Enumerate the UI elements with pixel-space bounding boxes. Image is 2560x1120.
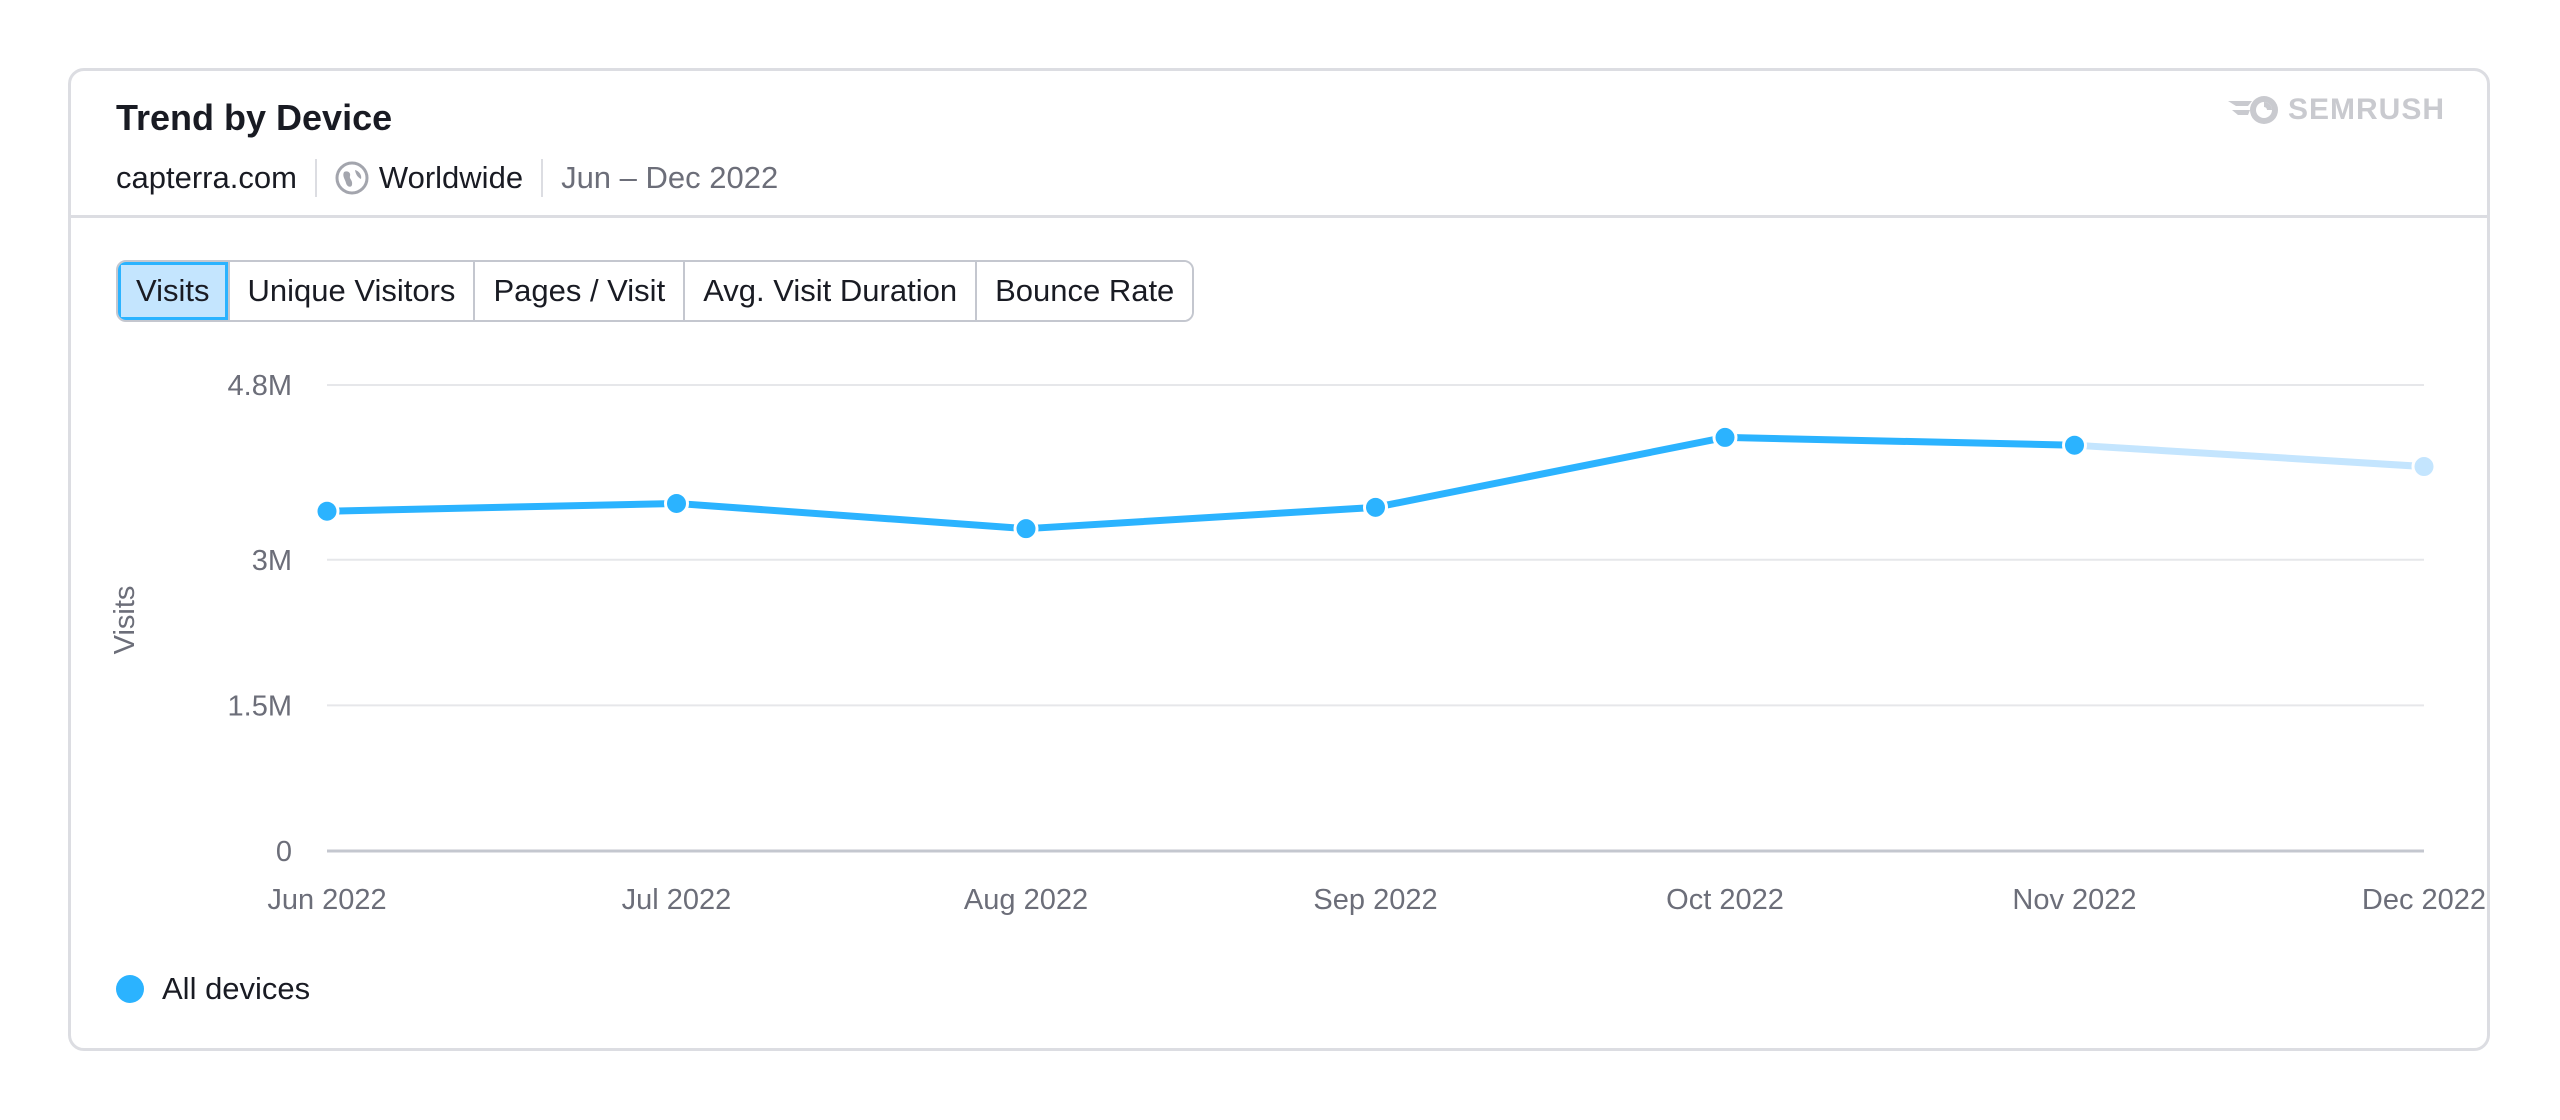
tab-visits[interactable]: Visits xyxy=(118,262,230,320)
divider xyxy=(314,159,317,197)
brand-name: SEMRUSH xyxy=(2287,93,2445,126)
data-point[interactable] xyxy=(664,490,689,516)
data-point[interactable] xyxy=(314,498,340,524)
region-label: Worldwide xyxy=(378,160,524,195)
divider xyxy=(541,159,544,197)
chart-legend: All devices xyxy=(116,971,310,1007)
data-point[interactable] xyxy=(2411,454,2437,480)
tab-unique-visitors[interactable]: Unique Visitors xyxy=(229,262,476,320)
domain-label: capterra.com xyxy=(116,160,297,195)
data-point[interactable] xyxy=(1712,424,1738,450)
semrush-fireball-icon xyxy=(2227,96,2278,124)
metric-tabs: Visits Unique Visitors Pages / Visit Avg… xyxy=(116,260,1195,322)
tab-pages-per-visit[interactable]: Pages / Visit xyxy=(475,262,686,320)
date-range-label: Jun – Dec 2022 xyxy=(561,160,779,195)
globe-icon xyxy=(335,161,369,195)
legend-label[interactable]: All devices xyxy=(162,971,311,1006)
data-point[interactable] xyxy=(1363,494,1388,520)
tab-bounce-rate[interactable]: Bounce Rate xyxy=(977,262,1193,320)
semrush-logo: SEMRUSH xyxy=(2226,93,2445,127)
card-title: Trend by Device xyxy=(116,97,393,138)
card-header: Trend by Device capterra.com Worldwide J… xyxy=(71,71,2487,218)
tab-avg-visit-duration[interactable]: Avg. Visit Duration xyxy=(685,262,978,320)
data-point[interactable] xyxy=(1013,516,1039,542)
data-point[interactable] xyxy=(2062,432,2087,458)
card-subtitle: capterra.com Worldwide Jun – Dec 2022 xyxy=(116,159,778,197)
legend-dot-all-devices[interactable] xyxy=(116,975,144,1003)
trend-by-device-card: Trend by Device capterra.com Worldwide J… xyxy=(68,68,2490,1051)
